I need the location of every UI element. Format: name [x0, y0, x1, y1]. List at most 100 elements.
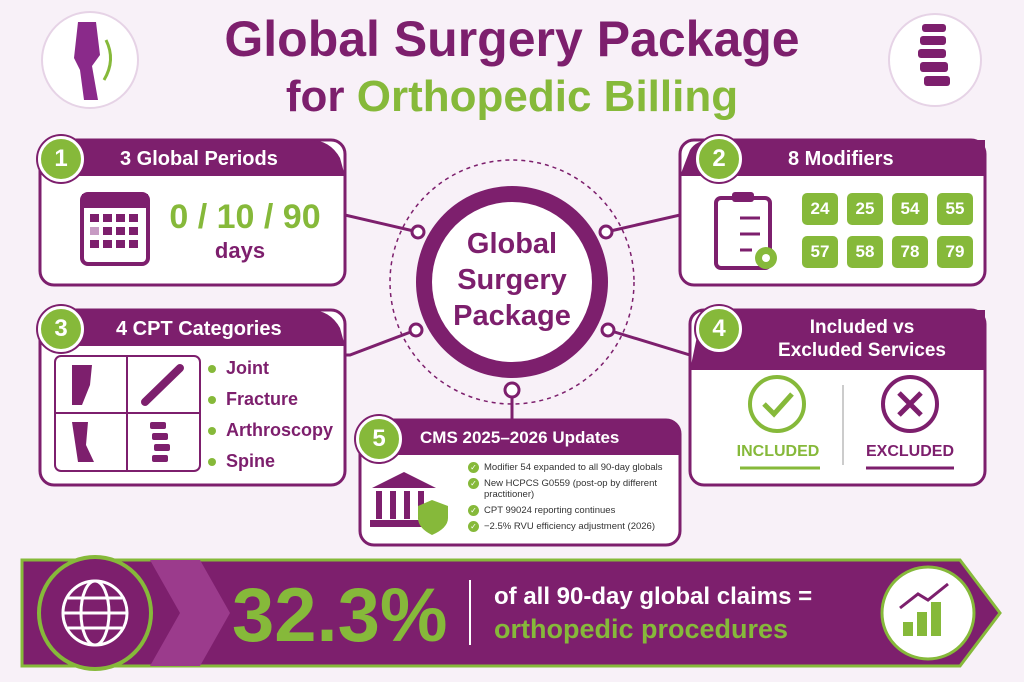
column — [404, 491, 410, 519]
calendar-days — [90, 214, 138, 248]
cpt-item: Arthroscopy — [208, 420, 333, 441]
excluded-label: EXCLUDED — [865, 443, 955, 460]
day — [90, 227, 99, 235]
center-dashed-ring — [389, 159, 635, 405]
column — [390, 491, 396, 519]
vertebra — [152, 433, 168, 440]
vertebra — [920, 62, 948, 72]
arthroscopy-icon — [72, 422, 94, 462]
chart-icon — [903, 602, 941, 636]
clipboard-icon — [714, 192, 777, 270]
day — [103, 214, 112, 222]
dot — [598, 224, 614, 240]
cpt-item: Spine — [208, 451, 275, 472]
included-icon — [748, 375, 806, 433]
dot — [503, 381, 521, 399]
vertebra — [152, 455, 168, 462]
day — [129, 214, 138, 222]
vertebra — [922, 24, 946, 32]
periods-unit: days — [214, 238, 266, 263]
cross — [897, 391, 923, 417]
vertebra — [154, 444, 170, 451]
globe-icon — [61, 579, 129, 647]
vertebra — [918, 49, 946, 58]
modifier: 79 — [937, 236, 973, 268]
trend-arrow — [899, 582, 949, 610]
dot — [408, 322, 424, 338]
clipboard-lines — [740, 216, 760, 252]
panel-title: CMS 2025–2026 Updates — [420, 428, 620, 447]
joint-icon — [72, 365, 92, 405]
vertebra — [150, 422, 166, 429]
banner — [20, 558, 1002, 668]
shield — [418, 500, 448, 535]
title-line: Excluded Services — [778, 340, 946, 361]
fracture-icon — [141, 364, 184, 406]
update-item: CPT 99024 reporting continues — [468, 505, 684, 516]
banner-stat: 32.3% — [232, 573, 448, 658]
calendar-top — [82, 194, 148, 208]
day — [116, 214, 125, 222]
bar — [903, 622, 913, 636]
cpt-icons — [54, 355, 201, 472]
panel-number: 3 — [38, 306, 84, 352]
clipboard-clip — [732, 192, 754, 202]
panel-title: Included vs Excluded Services — [778, 316, 946, 362]
panel-title: 3 Global Periods — [120, 148, 278, 170]
knee-icon — [74, 22, 100, 100]
title-line: Included vs — [809, 317, 915, 338]
day — [103, 227, 112, 235]
panel-title: 4 CPT Categories — [116, 318, 282, 340]
modifier: 54 — [892, 193, 928, 225]
bar — [917, 612, 927, 636]
title-line1: Global Surgery Package — [224, 11, 800, 67]
center-title: Global Surgery Package — [453, 226, 571, 334]
knee-icon-accent — [102, 39, 112, 81]
update-item: New HCPCS G0559 (post-op by different pr… — [468, 478, 684, 500]
day — [129, 227, 138, 235]
modifier: 58 — [847, 236, 883, 268]
day — [129, 240, 138, 248]
vertebra — [924, 76, 950, 86]
modifier: 78 — [892, 236, 928, 268]
panel-number: 5 — [356, 416, 402, 462]
title-line2: for Orthopedic Billing — [286, 72, 738, 122]
panel-number: 1 — [38, 136, 84, 182]
panel-2-header — [680, 140, 985, 176]
update-item: −2.5% RVU efficiency adjustment (2026) — [468, 521, 684, 532]
spine-icon-bg — [888, 13, 982, 107]
periods-value: 0 / 10 / 90 — [169, 198, 321, 236]
panel-5-header — [395, 420, 680, 455]
modifier: 57 — [802, 236, 838, 268]
dot — [600, 322, 616, 338]
bar — [931, 602, 941, 636]
banner-line2: orthopedic procedures — [494, 614, 789, 644]
banner-chevron — [150, 560, 230, 666]
panel-title: 8 Modifiers — [788, 148, 894, 170]
included-label: INCLUDED — [736, 443, 820, 460]
panel-number: 4 — [696, 306, 742, 352]
panel-1-header — [78, 140, 345, 176]
banner-line1: of all 90-day global claims = — [494, 583, 813, 610]
center-line: Global — [466, 228, 558, 260]
column — [376, 491, 382, 519]
spine-icon — [918, 24, 950, 86]
day — [90, 214, 99, 222]
title-prefix: for — [285, 72, 345, 121]
day — [116, 240, 125, 248]
day — [90, 240, 99, 248]
check — [762, 392, 794, 418]
roof — [372, 472, 436, 488]
day — [116, 227, 125, 235]
panel-number: 2 — [696, 136, 742, 182]
dot — [410, 224, 426, 240]
update-item: Modifier 54 expanded to all 90-day globa… — [468, 462, 684, 473]
title-highlight: Orthopedic Billing — [356, 72, 739, 121]
base — [370, 520, 436, 527]
spine-small-icon — [150, 422, 170, 462]
panel-3-header — [78, 310, 345, 346]
